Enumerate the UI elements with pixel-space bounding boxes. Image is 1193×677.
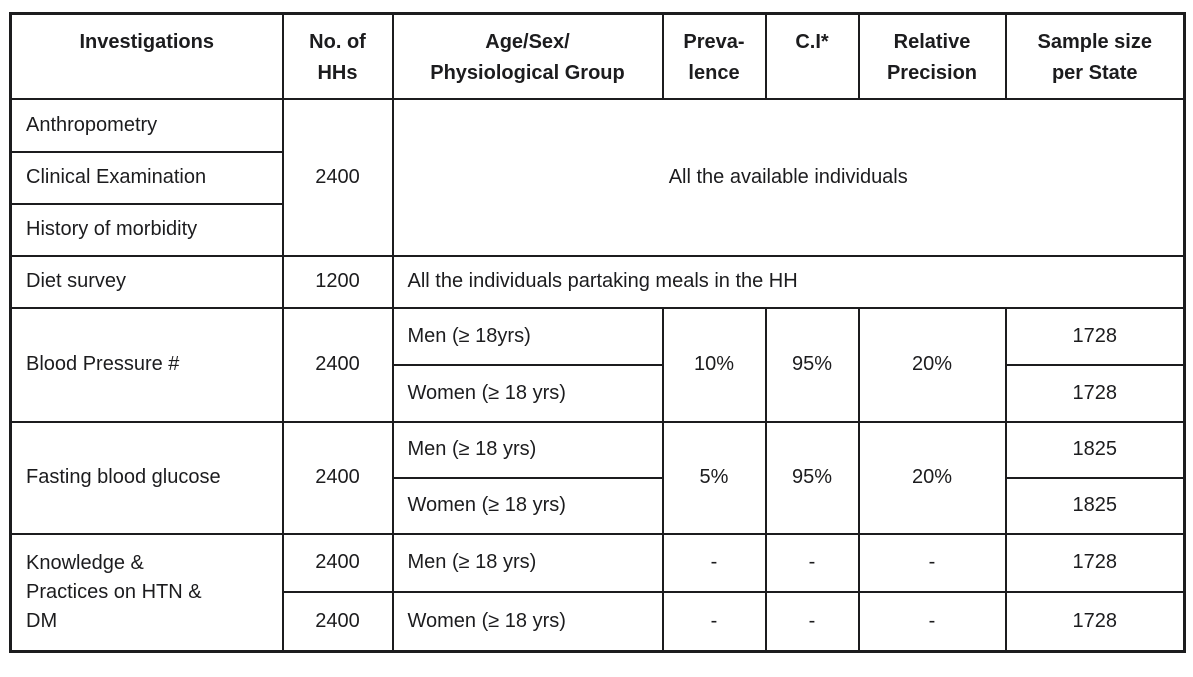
- cell-knowledge-men-relative-precision: -: [857, 532, 1007, 593]
- cell-investigation-diet-survey: Diet survey: [9, 254, 284, 309]
- row-history-of-morbidity: History of morbidity: [9, 202, 1185, 257]
- cell-anthro-group-hhs: 2400: [281, 97, 394, 257]
- cell-knowledge-women-prevalence: -: [661, 590, 767, 653]
- cell-diet-survey-note: All the individuals partaking meals in t…: [391, 254, 1186, 309]
- cell-fasting-glucose-men-sample-size: 1825: [1004, 420, 1186, 479]
- row-blood-pressure-men: Blood Pressure # 2400 Men (≥ 18yrs) 10% …: [9, 306, 1186, 423]
- header-no-of-hhs: No. of HHs: [281, 12, 394, 100]
- row-fasting-glucose-men: Fasting blood glucose 2400 Men (≥ 18 yrs…: [9, 420, 1186, 535]
- header-sample-size: Sample size per State: [1004, 12, 1186, 100]
- cell-knowledge-women-ci: -: [764, 590, 860, 653]
- cell-knowledge-women-relative-precision: -: [857, 590, 1007, 653]
- cell-knowledge-men-group: Men (≥ 18 yrs): [391, 532, 664, 593]
- cell-fasting-glucose-prevalence: 5%: [661, 420, 767, 535]
- cell-investigation-blood-pressure: Blood Pressure #: [9, 306, 284, 423]
- cell-blood-pressure-men-sample-size: 1728: [1004, 306, 1186, 366]
- cell-investigation-knowledge-practices: Knowledge & Practices on HTN & DM: [9, 532, 284, 653]
- header-relative-precision: Relative Precision: [857, 12, 1007, 100]
- cell-knowledge-women-sample-size: 1728: [1004, 590, 1186, 653]
- cell-fasting-glucose-relative-precision: 20%: [857, 420, 1007, 535]
- cell-anthro-group-note: All the available individuals: [391, 97, 1186, 257]
- cell-knowledge-men-hhs: 2400: [281, 532, 394, 593]
- cell-investigation-history-of-morbidity: History of morbidity: [9, 202, 284, 257]
- cell-blood-pressure-prevalence: 10%: [661, 306, 767, 423]
- row-blood-pressure-women: Women (≥ 18 yrs) 1728: [11, 363, 1186, 423]
- cell-knowledge-men-ci: -: [764, 532, 860, 593]
- cell-fasting-glucose-women-group: Women (≥ 18 yrs): [391, 476, 664, 535]
- sampling-design-table: Investigations No. of HHs Age/Sex/ Physi…: [9, 12, 1186, 653]
- cell-knowledge-men-sample-size: 1728: [1004, 532, 1186, 593]
- row-anthropometry: Anthropometry 2400 All the available ind…: [9, 97, 1186, 257]
- row-fasting-glucose-women: Women (≥ 18 yrs) 1825: [11, 476, 1186, 535]
- cell-investigation-fasting-glucose: Fasting blood glucose: [9, 420, 284, 535]
- row-knowledge-practices-women: 2400 Women (≥ 18 yrs) - - - 1728: [11, 590, 1186, 653]
- header-row: Investigations No. of HHs Age/Sex/ Physi…: [9, 12, 1186, 100]
- header-investigations: Investigations: [9, 12, 284, 100]
- cell-fasting-glucose-ci: 95%: [764, 420, 860, 535]
- header-age-sex-group: Age/Sex/ Physiological Group: [391, 12, 664, 100]
- row-diet-survey: Diet survey 1200 All the individuals par…: [9, 254, 1186, 309]
- cell-blood-pressure-ci: 95%: [764, 306, 860, 423]
- cell-investigation-anthropometry: Anthropometry: [9, 97, 284, 153]
- cell-blood-pressure-men-group: Men (≥ 18yrs): [391, 306, 664, 366]
- cell-fasting-glucose-men-group: Men (≥ 18 yrs): [391, 420, 664, 479]
- cell-knowledge-women-group: Women (≥ 18 yrs): [391, 590, 664, 653]
- cell-knowledge-women-hhs: 2400: [281, 590, 394, 653]
- header-ci: C.I*: [764, 12, 860, 100]
- cell-blood-pressure-women-sample-size: 1728: [1004, 363, 1186, 423]
- cell-knowledge-men-prevalence: -: [661, 532, 767, 593]
- row-knowledge-practices-men: Knowledge & Practices on HTN & DM 2400 M…: [9, 532, 1186, 653]
- cell-blood-pressure-women-group: Women (≥ 18 yrs): [391, 363, 664, 423]
- cell-fasting-glucose-hhs: 2400: [281, 420, 394, 535]
- cell-investigation-clinical-examination: Clinical Examination: [9, 150, 284, 205]
- cell-blood-pressure-relative-precision: 20%: [857, 306, 1007, 423]
- cell-blood-pressure-hhs: 2400: [281, 306, 394, 423]
- cell-fasting-glucose-women-sample-size: 1825: [1004, 476, 1186, 535]
- header-prevalence: Preva- lence: [661, 12, 767, 100]
- row-clinical-examination: Clinical Examination: [9, 150, 1185, 205]
- cell-diet-survey-hhs: 1200: [281, 254, 394, 309]
